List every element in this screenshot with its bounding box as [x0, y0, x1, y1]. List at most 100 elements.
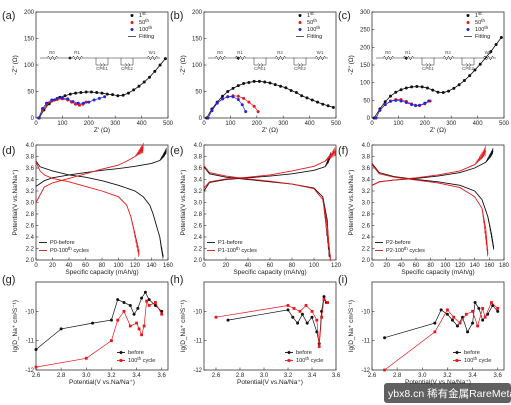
- series-line: [35, 147, 144, 203]
- data-point: [132, 88, 136, 92]
- plot-frame: [203, 281, 337, 371]
- data-point: [478, 62, 482, 66]
- legend-marker: [130, 21, 134, 24]
- series-before: [226, 295, 328, 346]
- legend-label: 1st: [139, 11, 146, 19]
- data-point: [414, 104, 418, 108]
- y-tick-label: -12: [25, 368, 34, 374]
- series-noise: [134, 142, 144, 157]
- legend-label: 50th: [307, 18, 317, 26]
- x-tick-label: 2.6: [212, 373, 221, 379]
- data-point: [140, 333, 143, 337]
- circuit-label: CPE1: [96, 66, 108, 71]
- x-tick-label: 40: [398, 263, 405, 269]
- x-tick-label: 500: [499, 121, 510, 127]
- y-tick-label: 100: [192, 63, 203, 69]
- data-point: [145, 299, 149, 303]
- data-point: [60, 96, 64, 100]
- circuit-label: W1: [149, 50, 156, 55]
- legend-label: P1-before: [218, 240, 243, 246]
- x-tick-label: 3.2: [284, 373, 293, 379]
- data-point: [220, 97, 224, 101]
- circuit-label: W1: [317, 50, 324, 55]
- x-tick-label: 100: [225, 121, 236, 127]
- x-tick-label: 2.8: [57, 373, 66, 379]
- plot-frame: [35, 281, 169, 371]
- data-point: [136, 306, 140, 310]
- y-tick-label: 2.4: [26, 235, 35, 241]
- data-point: [116, 318, 120, 322]
- series-1st: [372, 35, 503, 120]
- data-point: [496, 309, 500, 313]
- data-point: [296, 321, 300, 325]
- x-axis-label: Z' (Ω): [430, 127, 446, 134]
- y-axis-label: lg(D_Na⁺ cm²S⁻¹): [348, 300, 355, 352]
- circuit-label: R2: [445, 50, 451, 55]
- x-tick-label: 3.2: [107, 373, 116, 379]
- data-point: [418, 103, 422, 107]
- data-point: [273, 83, 277, 87]
- data-point: [231, 95, 235, 99]
- data-point: [494, 43, 498, 47]
- resistor-symbol: [274, 55, 287, 61]
- series-before: [34, 290, 164, 351]
- data-point: [158, 63, 162, 67]
- x-tick-label: 200: [84, 121, 95, 127]
- data-point: [455, 324, 459, 328]
- data-point: [452, 86, 456, 90]
- x-tick-label: 3.4: [468, 373, 477, 379]
- series-noise: [324, 152, 331, 167]
- series-100th-cycle: [214, 298, 329, 348]
- data-point: [206, 116, 210, 120]
- data-point: [326, 104, 330, 108]
- x-tick-label: 200: [252, 121, 263, 127]
- equivalent-circuit: R0 R1 CPE1 R2 CPE2 W1: [376, 50, 496, 71]
- panel-label: (h): [170, 274, 183, 286]
- data-point: [316, 100, 320, 104]
- y-tick-label: 2.8: [26, 212, 35, 218]
- data-point: [477, 306, 481, 310]
- x-tick-label: 500: [163, 121, 174, 127]
- data-point: [433, 330, 437, 334]
- x-axis-label: Specific capacity (mAh/g): [233, 269, 306, 276]
- y-tick-label: 3.0: [26, 201, 35, 207]
- data-point: [91, 321, 95, 325]
- series-line: [35, 291, 162, 350]
- y-tick-label: 2.8: [194, 212, 203, 218]
- data-point: [103, 95, 107, 99]
- data-point: [47, 102, 51, 106]
- data-point: [450, 318, 454, 322]
- data-point: [310, 98, 314, 102]
- series-line: [215, 298, 328, 347]
- data-point: [110, 339, 113, 343]
- y-tick-label: 50: [27, 90, 34, 96]
- legend-marker: [130, 28, 134, 31]
- data-point: [126, 91, 130, 95]
- data-point: [34, 365, 38, 369]
- y-tick-label: 50: [195, 90, 202, 96]
- data-point: [481, 318, 485, 322]
- resistor-symbol: [442, 55, 455, 61]
- y-tick-label: 2.8: [362, 212, 371, 218]
- cpe-symbol: [465, 62, 472, 68]
- x-tick-label: 100: [393, 121, 404, 127]
- data-point: [79, 91, 83, 95]
- data-point: [82, 101, 86, 105]
- x-tick-label: 300: [110, 121, 121, 127]
- y-tick-label: 50: [363, 98, 370, 104]
- data-point: [394, 98, 398, 102]
- data-point: [142, 324, 146, 328]
- y-tick-label: 3.4: [26, 178, 35, 184]
- x-tick-label: 400: [137, 121, 148, 127]
- data-point: [84, 90, 88, 94]
- y-tick-label: -10: [193, 309, 202, 315]
- data-point: [279, 84, 283, 88]
- data-point: [388, 99, 392, 103]
- data-point: [431, 88, 435, 92]
- data-point: [122, 309, 126, 313]
- data-point: [160, 312, 164, 316]
